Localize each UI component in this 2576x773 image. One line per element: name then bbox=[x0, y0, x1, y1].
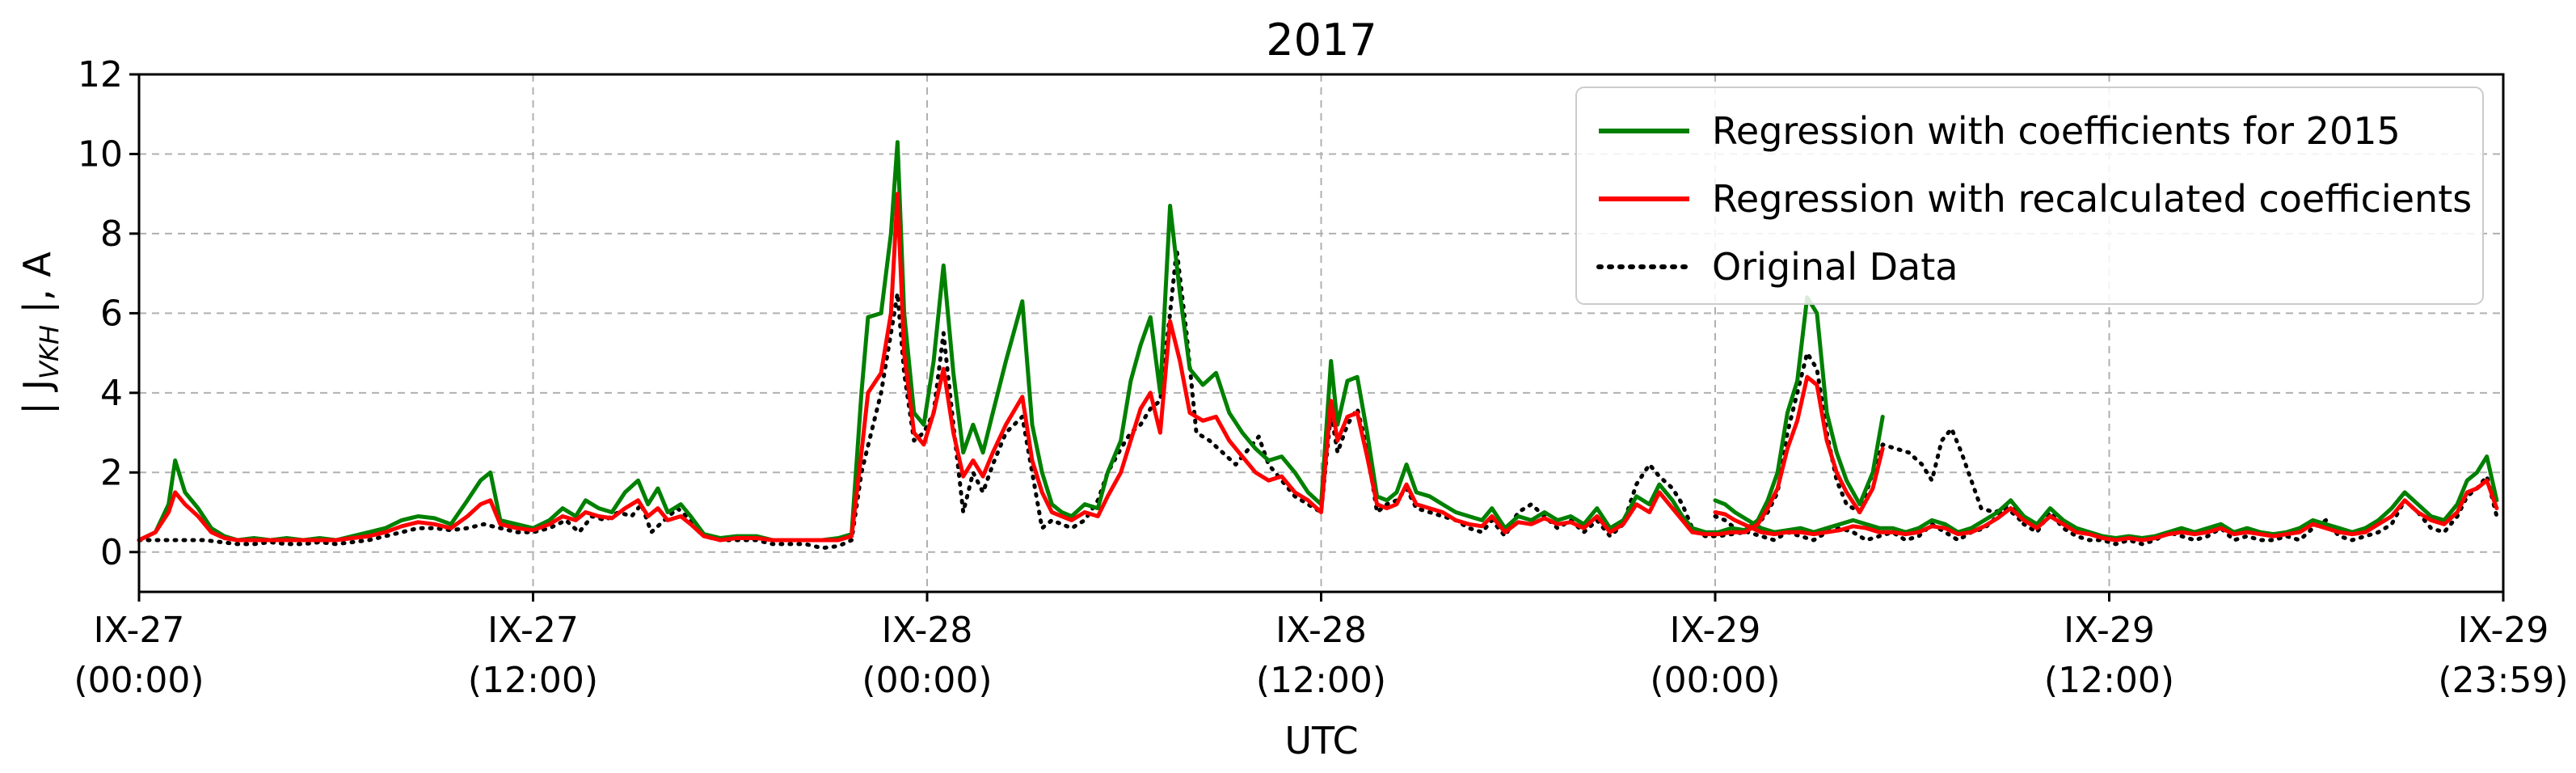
legend: Regression with coefficients for 2015 Reg… bbox=[1575, 87, 2484, 305]
y-tick-label: 2 bbox=[100, 452, 123, 493]
x-axis: IX-27 (00:00) IX-27 (12:00) IX-28 (00:00) IX-2… bbox=[74, 592, 2569, 701]
y-axis-title-main: | J bbox=[15, 379, 60, 415]
x-tick-label-time: (00:00) bbox=[1650, 660, 1780, 701]
series-line-2 bbox=[1713, 474, 2499, 547]
x-tick-label-date: IX-29 bbox=[1670, 610, 1761, 651]
series-line-2 bbox=[137, 247, 2036, 551]
legend-label-1: Regression with recalculated coefficient… bbox=[1712, 177, 2472, 221]
y-tick-label: 6 bbox=[100, 293, 123, 334]
y-axis-title: | JVKH |, A bbox=[15, 251, 65, 415]
x-tick-label-time: (00:00) bbox=[862, 660, 992, 701]
y-tick-label: 10 bbox=[78, 133, 123, 175]
x-tick-label-time: (00:00) bbox=[74, 660, 204, 701]
y-tick-label: 4 bbox=[100, 373, 123, 414]
x-tick-label-date: IX-28 bbox=[1275, 610, 1367, 651]
x-tick-label-time: (12:00) bbox=[468, 660, 598, 701]
y-tick-label: 0 bbox=[100, 532, 123, 573]
legend-label-0: Regression with coefficients for 2015 bbox=[1712, 109, 2401, 153]
series-line-0 bbox=[137, 140, 1885, 543]
y-axis: 0 2 4 6 8 10 12 bbox=[78, 54, 139, 573]
legend-box bbox=[1575, 87, 2484, 305]
x-tick-label-date: IX-29 bbox=[2064, 610, 2155, 651]
series-line-1 bbox=[1713, 478, 2499, 543]
chart-title: 2017 bbox=[1266, 15, 1377, 65]
series-layer bbox=[137, 140, 2499, 551]
x-tick-label-time: (23:59) bbox=[2438, 660, 2568, 701]
x-tick-label-time: (12:00) bbox=[2044, 660, 2174, 701]
x-tick-label-date: IX-27 bbox=[487, 610, 579, 651]
x-axis-title: UTC bbox=[1284, 719, 1358, 762]
y-axis-title-subscript: VKH bbox=[34, 325, 65, 379]
y-tick-label: 12 bbox=[78, 54, 123, 95]
series-line-1 bbox=[137, 192, 1885, 543]
svg-text:| JVKH |, A: | JVKH |, A bbox=[15, 251, 65, 415]
x-tick-label-date: IX-29 bbox=[2458, 610, 2549, 651]
x-tick-label-time: (12:00) bbox=[1256, 660, 1386, 701]
x-tick-label-date: IX-27 bbox=[94, 610, 185, 651]
y-axis-title-tail: |, A bbox=[15, 251, 60, 325]
x-tick-label-date: IX-28 bbox=[882, 610, 973, 651]
y-tick-label: 8 bbox=[100, 213, 123, 255]
legend-label-2: Original Data bbox=[1712, 245, 1958, 289]
